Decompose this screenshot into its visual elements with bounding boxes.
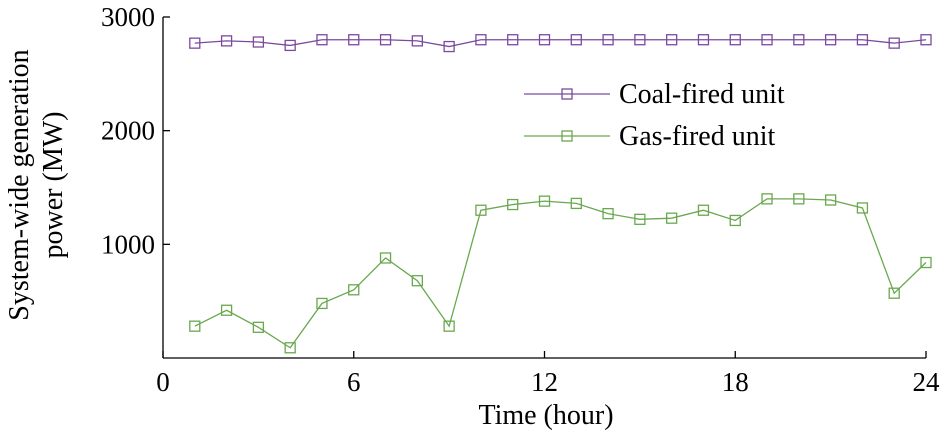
gas-data-point (538, 195, 551, 207)
coal-data-point (411, 35, 423, 47)
coal-data-point (379, 34, 392, 46)
gas-data-point (475, 204, 487, 216)
y-axis-title: System-wide generation power (MW) (4, 49, 69, 320)
coal-data-point (697, 34, 710, 46)
y-tick-label: 1000 (101, 229, 155, 259)
gas-data-point (316, 297, 328, 310)
legend-coal-label: Coal-fired unit (619, 79, 785, 110)
legend: Coal-fired unit Gas-fired unit (524, 79, 785, 152)
gas-data-point (443, 320, 455, 332)
coal-data-point (252, 36, 265, 48)
gas-data-point (856, 202, 869, 214)
coal-data-point (189, 37, 201, 49)
gas-data-point (348, 284, 360, 296)
y-axis-title-line-2: power (MW) (38, 112, 69, 259)
coal-data-point (348, 34, 360, 46)
coal-data-point (761, 34, 773, 46)
gas-data-point (411, 275, 423, 287)
coal-data-point (570, 34, 582, 46)
coal-series (189, 34, 932, 53)
coal-data-point (443, 40, 455, 53)
gas-data-point (697, 204, 710, 216)
coal-data-point (507, 34, 519, 46)
coal-data-point (888, 37, 900, 49)
gas-data-point (793, 193, 805, 205)
y-axis-title-line-1: System-wide generation (4, 49, 35, 320)
gas-data-point (220, 304, 233, 316)
coal-data-point (634, 34, 646, 46)
gas-data-point (507, 198, 519, 211)
x-tick-label: 0 (156, 367, 170, 397)
gas-data-point (920, 256, 932, 269)
coal-data-point (602, 34, 614, 46)
legend-gas-label: Gas-fired unit (619, 121, 776, 152)
gas-data-point (602, 207, 614, 220)
series-layer (189, 34, 932, 354)
legend-gas-marker (561, 130, 573, 142)
axes: 0 6 12 18 24 1000 2000 3000 (101, 2, 940, 397)
coal-data-point (284, 39, 296, 52)
gas-series (189, 193, 932, 354)
coal-data-point (666, 34, 678, 46)
legend-coal-marker (561, 88, 573, 100)
coal-data-point (793, 34, 805, 46)
coal-data-point (856, 34, 869, 46)
coal-series-line (194, 39, 927, 48)
x-tick-label: 24 (913, 367, 941, 397)
coal-data-point (316, 34, 328, 46)
coal-data-point (475, 34, 487, 46)
y-tick-label: 3000 (101, 2, 155, 32)
x-axis-title: Time (hour) (478, 400, 613, 431)
coal-data-point (220, 35, 233, 47)
y-tick-label: 2000 (101, 116, 155, 146)
gas-data-point (189, 320, 201, 332)
gas-series-line (194, 198, 927, 349)
gas-data-point (888, 287, 900, 299)
x-tick-label: 18 (722, 367, 749, 397)
gas-data-point (761, 193, 773, 205)
gas-data-point (824, 194, 837, 206)
gas-data-point (634, 213, 646, 225)
gas-data-point (666, 212, 678, 224)
gas-data-point (284, 342, 296, 354)
coal-data-point (920, 34, 932, 46)
coal-data-point (538, 34, 551, 46)
gas-data-point (570, 197, 582, 210)
x-tick-label: 6 (347, 367, 361, 397)
x-tick-label: 12 (531, 367, 558, 397)
coal-data-point (824, 34, 837, 46)
gas-data-point (729, 214, 741, 227)
gas-data-point (379, 252, 392, 264)
gas-data-point (252, 321, 265, 333)
coal-data-point (729, 34, 741, 46)
